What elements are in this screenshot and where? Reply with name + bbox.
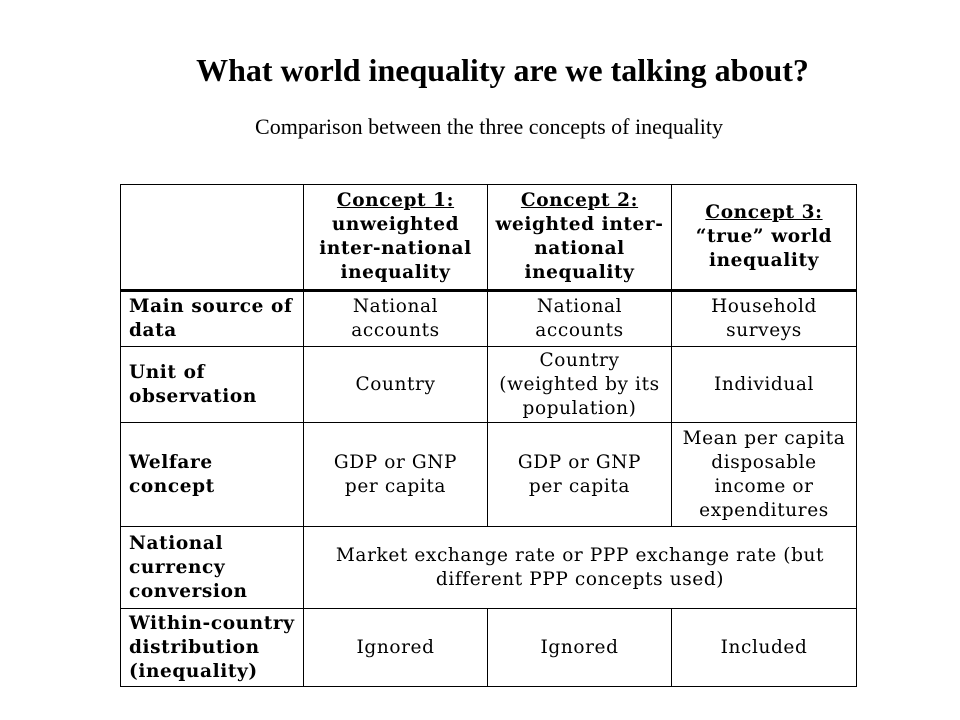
table-merged-cell: Market exchange rate or PPP exchange rat… — [303, 526, 857, 609]
table-row: Unit of observation Country Country (wei… — [120, 346, 857, 423]
row-label-currency-conversion: National currency conversion — [120, 526, 304, 609]
table-row: Within-country distribution (inequality)… — [120, 608, 857, 687]
slide-title: What world inequality are we talking abo… — [196, 52, 809, 88]
column-header-concept-2: Concept 2: weighted inter- national ineq… — [487, 184, 672, 292]
table-cell: GDP or GNP per capita — [303, 422, 488, 527]
table-cell: Country — [303, 346, 488, 423]
column-heading: Concept 1: — [336, 190, 455, 211]
column-description: weighted inter- national inequality — [495, 214, 664, 283]
table-cell: National accounts — [487, 290, 672, 347]
column-description: “true” world inequality — [695, 226, 833, 271]
table-row: National currency conversion Market exch… — [120, 526, 857, 609]
row-label-within-country-distribution: Within-country distribution (inequality) — [120, 608, 304, 687]
table-cell: Country (weighted by its population) — [487, 346, 672, 423]
row-label-welfare-concept: Welfare concept — [120, 422, 304, 527]
table-cell: National accounts — [303, 290, 488, 347]
table-cell: Individual — [671, 346, 857, 423]
column-header-concept-1: Concept 1: unweighted inter-national ine… — [303, 184, 488, 292]
column-description: unweighted inter-national inequality — [319, 214, 472, 283]
table-cell: Included — [671, 608, 857, 687]
table-cell: Mean per capita disposable income or exp… — [671, 422, 857, 527]
table-cell: GDP or GNP per capita — [487, 422, 672, 527]
column-header-concept-3: Concept 3: “true” world inequality — [671, 184, 857, 292]
table-row: Main source of data National accounts Na… — [120, 290, 857, 347]
table-cell: Ignored — [487, 608, 672, 687]
table-cell: Ignored — [303, 608, 488, 687]
row-label-unit-of-observation: Unit of observation — [120, 346, 304, 423]
table-row: Welfare concept GDP or GNP per capita GD… — [120, 422, 857, 527]
table-header-row: Concept 1: unweighted inter-national ine… — [120, 184, 857, 292]
column-heading: Concept 2: — [520, 190, 639, 211]
column-heading: Concept 3: — [705, 202, 823, 223]
table-cell: Household surveys — [671, 290, 857, 347]
row-label-main-source: Main source of data — [120, 290, 304, 347]
slide-subtitle: Comparison between the three concepts of… — [255, 114, 723, 139]
comparison-table: Concept 1: unweighted inter-national ine… — [120, 184, 857, 687]
table-corner-cell — [120, 184, 304, 292]
